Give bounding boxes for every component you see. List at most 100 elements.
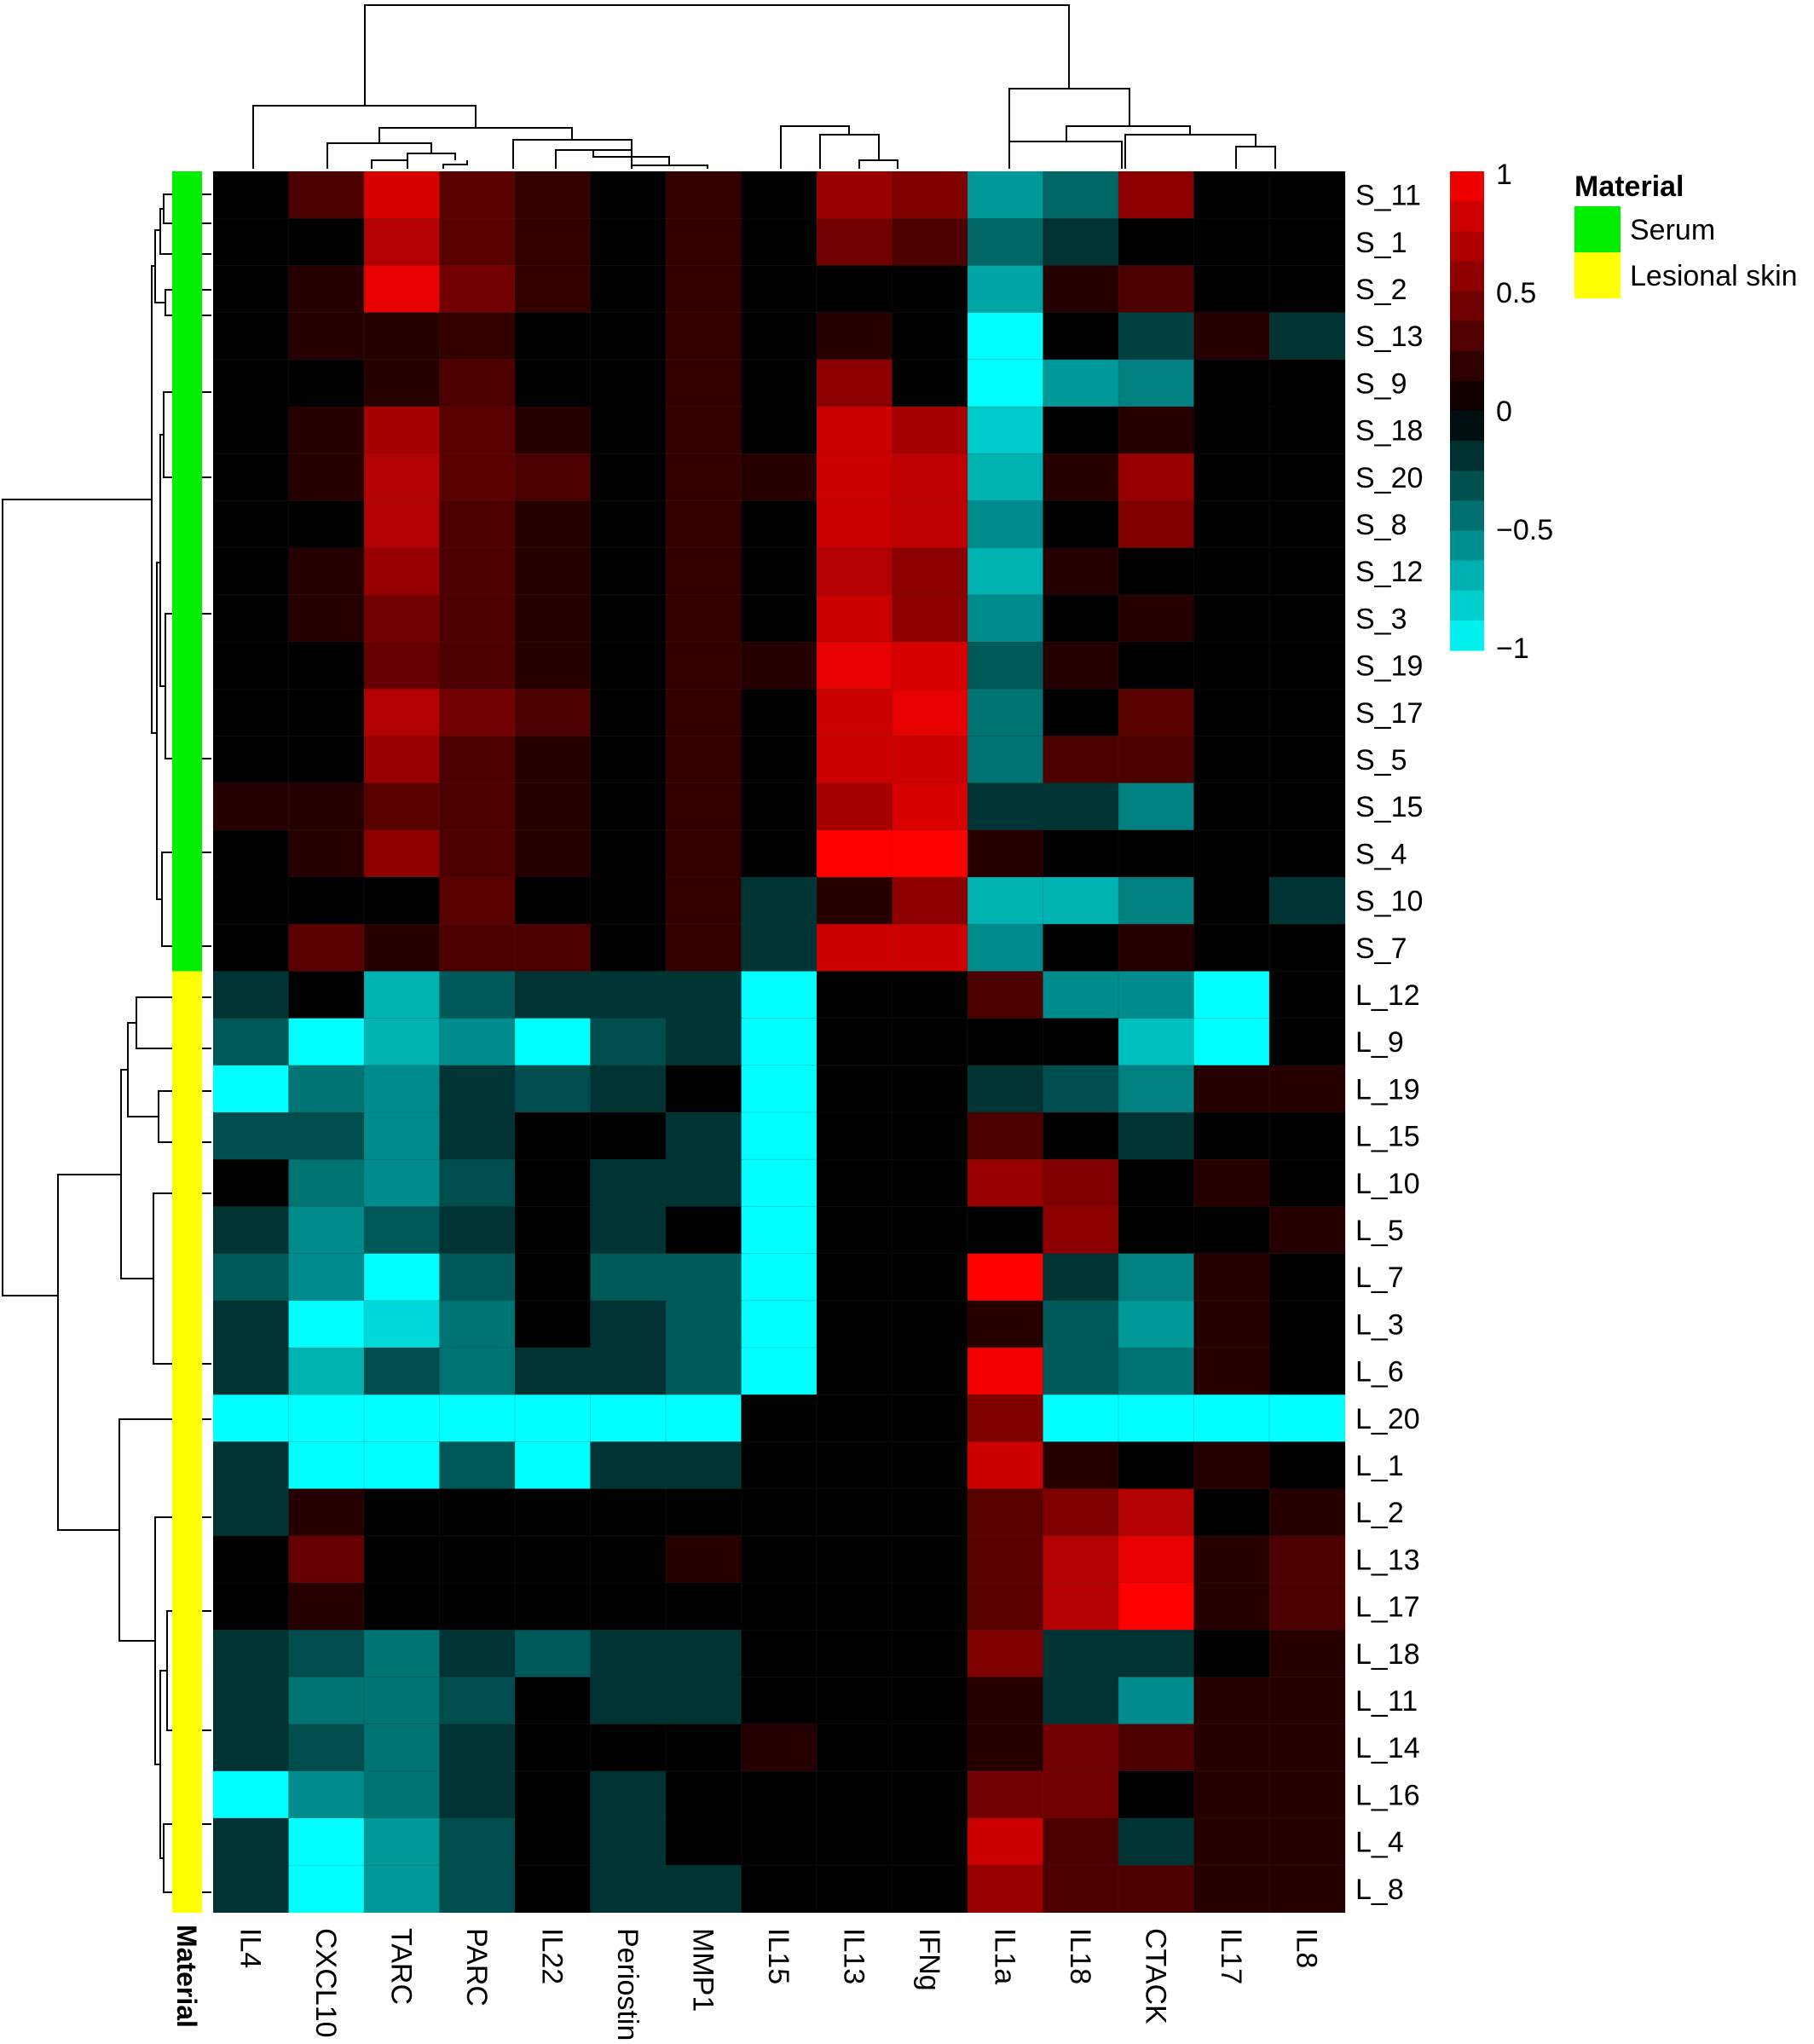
heatmap-cell <box>968 453 1044 501</box>
heatmap-cell <box>666 1724 742 1772</box>
heatmap-cell <box>439 1770 516 1819</box>
annotation-cell <box>172 924 202 972</box>
dendrogram-branch <box>858 159 898 169</box>
heatmap-cell <box>364 1677 441 1725</box>
heatmap-cell <box>364 547 441 596</box>
heatmap-cell <box>1043 265 1119 314</box>
heatmap-cell <box>213 971 290 1019</box>
heatmap-cell <box>1043 1394 1119 1442</box>
heatmap-cell <box>364 1065 441 1113</box>
heatmap-cell <box>968 1112 1044 1160</box>
heatmap-cell <box>1193 594 1270 643</box>
heatmap-cell <box>288 312 365 361</box>
row-label: L_4 <box>1355 1827 1404 1859</box>
heatmap-cell <box>1043 1206 1119 1255</box>
heatmap-cell <box>666 1018 742 1066</box>
heatmap-cell <box>968 1724 1044 1772</box>
colorbar-tick-label: 1 <box>1496 159 1512 191</box>
heatmap-cell <box>515 689 592 736</box>
heatmap-cell <box>590 312 667 361</box>
heatmap-cell <box>1043 1724 1119 1772</box>
heatmap-cell <box>1118 736 1195 784</box>
dendrogram-branch <box>378 127 573 143</box>
heatmap-cell <box>1269 594 1346 643</box>
colorbar-step <box>1450 411 1484 442</box>
heatmap-cell <box>364 829 441 878</box>
heatmap-cell <box>1118 500 1195 549</box>
heatmap-cell <box>892 877 968 925</box>
annotation-cell <box>172 359 202 407</box>
heatmap-cell <box>666 359 742 407</box>
heatmap-cell <box>892 1065 968 1113</box>
heatmap-cell <box>1118 171 1195 219</box>
heatmap-cell <box>892 1535 968 1584</box>
heatmap-cell <box>288 1348 365 1395</box>
annotation-cell <box>172 1488 202 1537</box>
heatmap-cell <box>1118 1724 1195 1772</box>
heatmap-cell <box>288 1865 365 1913</box>
heatmap-cell <box>590 924 667 972</box>
colorbar-step <box>1450 350 1484 382</box>
heatmap-cell <box>213 782 290 831</box>
heatmap-cell <box>439 1253 516 1302</box>
heatmap-cell <box>1043 1253 1119 1302</box>
heatmap-cell <box>439 642 516 690</box>
heatmap-cell <box>968 312 1044 361</box>
column-label: IL8 <box>1290 1928 1322 1968</box>
heatmap-cell <box>590 500 667 549</box>
heatmap-cell <box>968 1865 1044 1913</box>
dendrogram-branch <box>156 562 162 900</box>
colorbar-step <box>1450 231 1484 262</box>
heatmap-cell <box>1269 171 1346 219</box>
heatmap-cell <box>213 453 290 501</box>
heatmap-cell <box>590 689 667 736</box>
heatmap-cell <box>439 1488 516 1537</box>
heatmap-cell <box>515 407 592 454</box>
heatmap-cell <box>288 1630 365 1677</box>
heatmap-cell <box>515 1677 592 1725</box>
heatmap-cell <box>1118 1630 1195 1677</box>
heatmap-cell <box>288 594 365 643</box>
heatmap-cell <box>288 1300 365 1348</box>
dendrogram-branch <box>326 142 432 169</box>
heatmap-cell <box>741 171 817 219</box>
row-label: S_3 <box>1355 603 1407 635</box>
dendrogram-branch <box>1235 146 1276 169</box>
heatmap-cell <box>515 1394 592 1442</box>
heatmap-cell <box>1043 642 1119 690</box>
heatmap-cell <box>741 1770 817 1819</box>
heatmap-cell <box>515 1159 592 1207</box>
heatmap-cell <box>288 829 365 878</box>
heatmap-cell <box>666 924 742 972</box>
annotation-cell <box>172 547 202 596</box>
row-label: L_5 <box>1355 1215 1404 1247</box>
heatmap-cell <box>1269 359 1346 407</box>
heatmap-cell <box>590 1300 667 1348</box>
heatmap-cell <box>817 500 893 549</box>
heatmap-cell <box>1193 1159 1270 1207</box>
heatmap-cell <box>1118 547 1195 596</box>
heatmap-cell <box>590 407 667 454</box>
heatmap-cell <box>1193 312 1270 361</box>
heatmap-cell <box>968 265 1044 314</box>
heatmap-cell <box>288 1112 365 1160</box>
heatmap-cell <box>213 1159 290 1207</box>
heatmap-cell <box>666 689 742 736</box>
heatmap-cell <box>288 689 365 736</box>
dendrogram-branch <box>1008 141 1123 169</box>
heatmap-cell <box>364 218 441 266</box>
heatmap-cell <box>364 359 441 407</box>
heatmap-cell <box>666 1583 742 1631</box>
heatmap-cell <box>1269 782 1346 831</box>
heatmap-cell <box>741 1112 817 1160</box>
heatmap-cell <box>1118 689 1195 736</box>
heatmap-cell <box>1269 1724 1346 1772</box>
heatmap-cell <box>439 500 516 549</box>
row-label: L_9 <box>1355 1026 1404 1059</box>
heatmap-cell <box>1043 1348 1119 1395</box>
heatmap-cell <box>364 1724 441 1772</box>
heatmap-cell <box>741 1677 817 1725</box>
heatmap-cell <box>213 359 290 407</box>
heatmap-cell <box>288 877 365 925</box>
heatmap-cell <box>1043 312 1119 361</box>
